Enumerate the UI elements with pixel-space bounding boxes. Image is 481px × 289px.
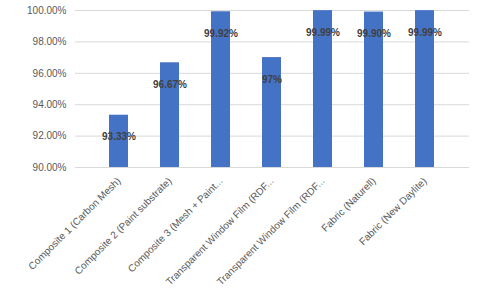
svg-text:Fabric (Naturell): Fabric (Naturell) bbox=[319, 175, 377, 233]
svg-text:99.99%: 99.99% bbox=[306, 27, 340, 38]
svg-text:Composite 2 (Paint substrate): Composite 2 (Paint substrate) bbox=[72, 175, 173, 276]
svg-text:Fabric (New Daylite): Fabric (New Daylite) bbox=[357, 175, 429, 247]
svg-text:90.00%: 90.00% bbox=[33, 162, 67, 173]
svg-text:92.00%: 92.00% bbox=[33, 130, 67, 141]
svg-text:97%: 97% bbox=[262, 74, 282, 85]
svg-text:96.67%: 96.67% bbox=[153, 79, 187, 90]
svg-text:99.99%: 99.99% bbox=[408, 27, 442, 38]
svg-text:98.00%: 98.00% bbox=[33, 36, 67, 47]
svg-text:99.92%: 99.92% bbox=[204, 28, 238, 39]
svg-text:100.00%: 100.00% bbox=[27, 5, 67, 16]
svg-text:96.00%: 96.00% bbox=[33, 68, 67, 79]
svg-text:Transparent Window Film (RDF..: Transparent Window Film (RDF... bbox=[164, 175, 276, 287]
svg-text:Composite 1 (Carbon Mesh): Composite 1 (Carbon Mesh) bbox=[26, 175, 123, 272]
svg-text:93.33%: 93.33% bbox=[102, 131, 136, 142]
svg-text:94.00%: 94.00% bbox=[33, 99, 67, 110]
svg-text:99.90%: 99.90% bbox=[357, 28, 391, 39]
svg-text:Composite 3 (Mesh + Paint...: Composite 3 (Mesh + Paint... bbox=[126, 175, 225, 274]
svg-text:Transparent Window Film (RDF..: Transparent Window Film (RDF... bbox=[215, 175, 327, 287]
